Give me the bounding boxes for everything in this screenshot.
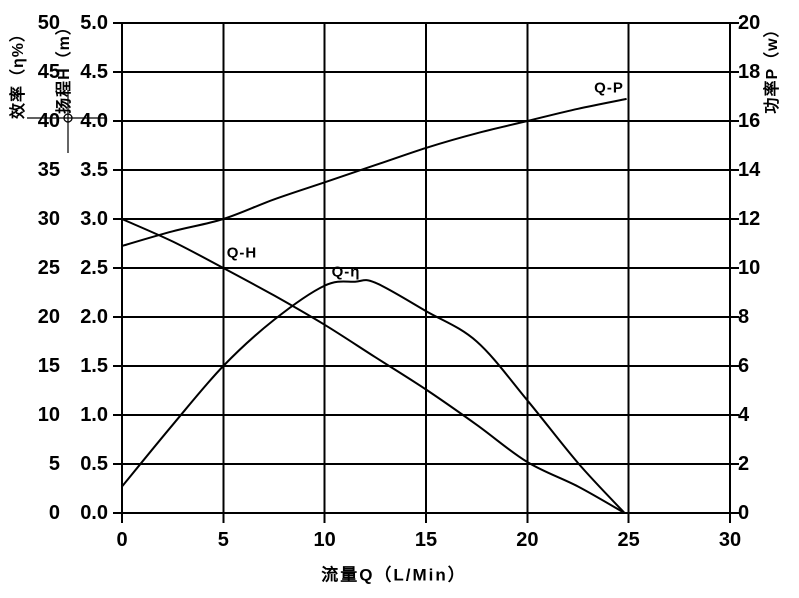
tick-label-head: 3.0	[80, 208, 108, 230]
curve-Q-H	[121, 218, 626, 514]
tick-label-head: 4.5	[80, 61, 108, 83]
tick-label-flow: 10	[313, 529, 336, 551]
x-axis-title: 流量Q（L/Min）	[321, 565, 467, 585]
tick-label-flow: 20	[516, 529, 539, 551]
tick-label-power: 18	[738, 61, 761, 83]
curve-Q-η	[121, 279, 626, 514]
tick-label-head: 1.5	[80, 355, 108, 377]
tick-label-power: 4	[738, 404, 750, 426]
tick-label-head: 0.5	[80, 453, 108, 475]
curve-Q-P	[121, 97, 627, 247]
tick-label-head: 5.0	[80, 12, 108, 34]
tick-label-power: 2	[738, 453, 750, 475]
tick-label-head: 0.0	[80, 502, 108, 524]
tick-label-power: 14	[738, 159, 761, 181]
tick-label-head: 2.0	[80, 306, 108, 328]
tick-label-head: 2.5	[80, 257, 108, 279]
tick-label-power: 0	[738, 502, 750, 524]
tick-label-power: 20	[738, 12, 761, 34]
curve-label-q-eta: Q-η	[331, 263, 361, 281]
tick-label-power: 16	[738, 110, 761, 132]
tick-label-power: 8	[738, 306, 750, 328]
tick-label-flow: 5	[217, 529, 229, 551]
tick-label-flow: 15	[414, 529, 438, 551]
tick-label-efficiency: 0	[48, 502, 60, 524]
y-axis-title-power: 功率P（w）	[764, 20, 781, 114]
tick-label-efficiency: 5	[48, 453, 60, 475]
tick-label-efficiency: 25	[37, 257, 60, 279]
tick-label-efficiency: 15	[37, 355, 60, 377]
tick-label-efficiency: 50	[37, 12, 60, 34]
y-axis-title-efficiency: 效率（η%）	[10, 24, 27, 120]
curve-label-q-p: Q-P	[594, 79, 624, 97]
tick-label-flow: 25	[617, 529, 640, 551]
tick-label-efficiency: 45	[37, 61, 60, 83]
tick-label-head: 4.0	[80, 110, 108, 132]
tick-label-efficiency: 10	[37, 404, 60, 426]
curve-label-q-h: Q-H	[226, 244, 258, 262]
tick-label-efficiency: 30	[37, 208, 60, 230]
tick-label-flow: 0	[116, 529, 128, 551]
tick-label-head: 1.0	[80, 404, 108, 426]
tick-label-power: 10	[738, 257, 761, 279]
tick-label-power: 6	[738, 355, 750, 377]
tick-label-efficiency: 20	[37, 306, 60, 328]
tick-label-efficiency: 40	[37, 110, 60, 132]
cursor-crosshair-circle	[63, 113, 73, 123]
y-axis-title-head: 扬程H（m）	[56, 18, 73, 114]
tick-label-head: 3.5	[80, 159, 108, 181]
tick-label-power: 12	[738, 208, 761, 230]
tick-label-efficiency: 35	[37, 159, 60, 181]
tick-label-flow: 30	[718, 529, 742, 551]
